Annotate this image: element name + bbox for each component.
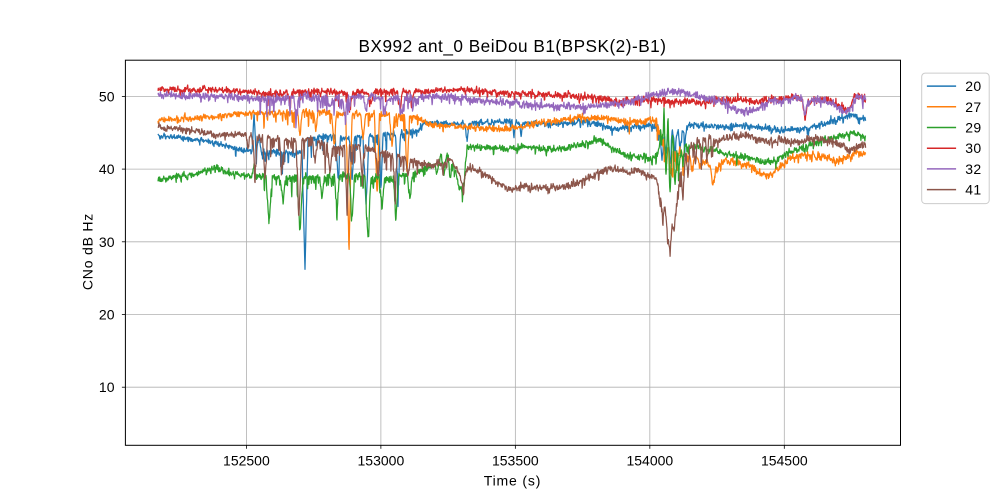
svg-text:Time (s): Time (s): [484, 473, 542, 489]
svg-text:153000: 153000: [358, 452, 405, 468]
svg-text:20: 20: [99, 307, 115, 323]
svg-text:50: 50: [99, 88, 115, 104]
svg-text:20: 20: [965, 78, 981, 94]
svg-text:10: 10: [99, 379, 115, 395]
svg-text:30: 30: [965, 140, 981, 156]
svg-text:153500: 153500: [492, 452, 539, 468]
svg-text:CNo dB Hz: CNo dB Hz: [80, 213, 96, 290]
svg-text:29: 29: [965, 120, 981, 136]
svg-text:40: 40: [99, 161, 115, 177]
svg-text:41: 41: [965, 182, 981, 198]
svg-text:154500: 154500: [761, 452, 808, 468]
svg-text:BX992 ant_0 BeiDou B1(BPSK(2)-: BX992 ant_0 BeiDou B1(BPSK(2)-B1): [359, 36, 667, 56]
svg-text:32: 32: [965, 161, 981, 177]
svg-text:27: 27: [965, 99, 981, 115]
svg-text:152500: 152500: [223, 452, 270, 468]
svg-text:154000: 154000: [626, 452, 673, 468]
svg-text:30: 30: [99, 234, 115, 250]
